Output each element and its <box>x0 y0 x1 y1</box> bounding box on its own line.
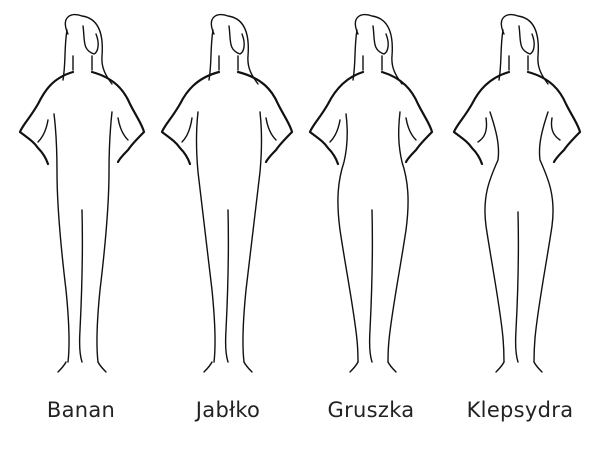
figure-klepsydra-leg-gap <box>514 211 520 363</box>
figure-gruszka-face <box>372 25 389 55</box>
figure-klepsydra-hair <box>500 13 549 85</box>
label-jablko: Jabłko <box>195 398 261 422</box>
label-gruszka: Gruszka <box>327 398 415 422</box>
figure-banan <box>18 13 146 373</box>
figure-gruszka-right-arm <box>380 70 434 164</box>
figure-jablko <box>160 13 294 373</box>
figure-banan-right-arm <box>90 70 146 164</box>
figure-gruszka-left-side <box>337 113 359 363</box>
figure-banan-face <box>82 25 99 55</box>
figure-klepsydra-right-side <box>533 111 554 363</box>
figure-banan-left-arm <box>18 70 75 166</box>
figure-banan-hair <box>64 13 113 85</box>
figure-jablko-leg-gap <box>224 209 230 363</box>
figure-gruszka-left-arm <box>308 70 365 166</box>
label-klepsydra: Klepsydra <box>466 398 574 422</box>
figure-jablko-left-arm <box>160 70 221 166</box>
figure-klepsydra-left-arm <box>452 70 511 166</box>
figure-klepsydra-right-arm <box>526 70 582 164</box>
figure-klepsydra-left-side <box>484 111 505 363</box>
figure-jablko-hair <box>210 13 259 85</box>
figure-gruszka-leg-gap <box>368 209 374 363</box>
figure-gruszka <box>308 13 434 373</box>
figure-klepsydra <box>452 13 582 373</box>
figure-jablko-right-side <box>242 111 263 363</box>
figure-jablko-left-side <box>195 111 216 363</box>
figure-gruszka-right-side <box>387 111 409 363</box>
figure-klepsydra-face <box>518 25 535 55</box>
figure-banan-left-side <box>53 113 70 363</box>
figure-jablko-right-arm <box>236 70 294 164</box>
label-banan: Banan <box>46 398 116 422</box>
figure-jablko-face <box>228 25 245 55</box>
figure-gruszka-hair <box>354 13 403 85</box>
figure-banan-leg-gap <box>78 209 84 363</box>
figure-banan-right-side <box>96 111 113 363</box>
